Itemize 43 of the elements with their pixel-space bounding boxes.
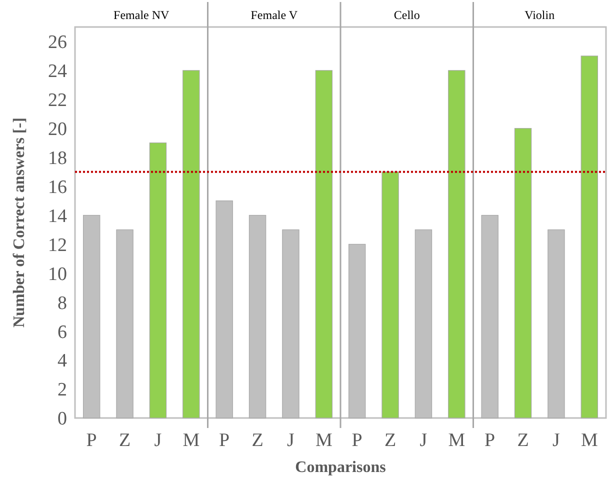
y-tick-label: 26: [48, 32, 67, 54]
bar: [182, 70, 200, 418]
x-tick-label: J: [420, 430, 428, 451]
bar: [315, 70, 333, 418]
x-tick-label: J: [287, 430, 294, 451]
x-tick-label: Z: [118, 430, 131, 451]
text: Violin: [524, 8, 555, 22]
y-tick-label: 8: [58, 292, 67, 314]
bar: [514, 128, 532, 418]
text: Female V: [250, 8, 298, 22]
x-tick-label: P: [219, 430, 230, 451]
y-axis-title: Number of Correct answers [-]: [11, 117, 28, 328]
x-tick-label: P: [352, 430, 362, 451]
bar: [448, 70, 466, 418]
y-tick-label: 16: [48, 176, 67, 198]
y-tick-label: 2: [58, 380, 67, 401]
x-tick-label: J: [552, 430, 560, 451]
y-tick-label: 24: [48, 61, 68, 82]
x-tick-label: Z: [384, 430, 396, 451]
y-tick-label: 4: [58, 350, 68, 372]
x-tick-label: M: [315, 430, 332, 451]
bar: [580, 56, 598, 418]
y-tick-label: 6: [58, 322, 67, 343]
x-axis-title: Comparisons: [295, 459, 386, 476]
x-tick-label: Z: [252, 430, 264, 451]
text: Cello: [394, 8, 420, 22]
x-tick-label: P: [484, 430, 496, 451]
x-tick-label: J: [154, 430, 162, 451]
bar: [149, 142, 167, 418]
y-tick-label: 12: [48, 234, 67, 256]
y-tick-label: 20: [48, 119, 67, 140]
x-tick-label: Z: [517, 430, 529, 451]
x-tick-label: M: [182, 430, 200, 451]
x-tick-label: M: [580, 430, 598, 451]
x-tick-label: P: [86, 430, 97, 451]
y-tick-label: 14: [48, 206, 68, 227]
y-tick-label: 18: [48, 148, 67, 169]
y-tick-label: 22: [48, 90, 67, 112]
x-tick-label: M: [448, 430, 466, 451]
text: Female NV: [114, 8, 170, 22]
y-tick-label: 0: [58, 408, 67, 430]
bar: [382, 172, 399, 418]
y-tick-label: 10: [48, 264, 67, 285]
